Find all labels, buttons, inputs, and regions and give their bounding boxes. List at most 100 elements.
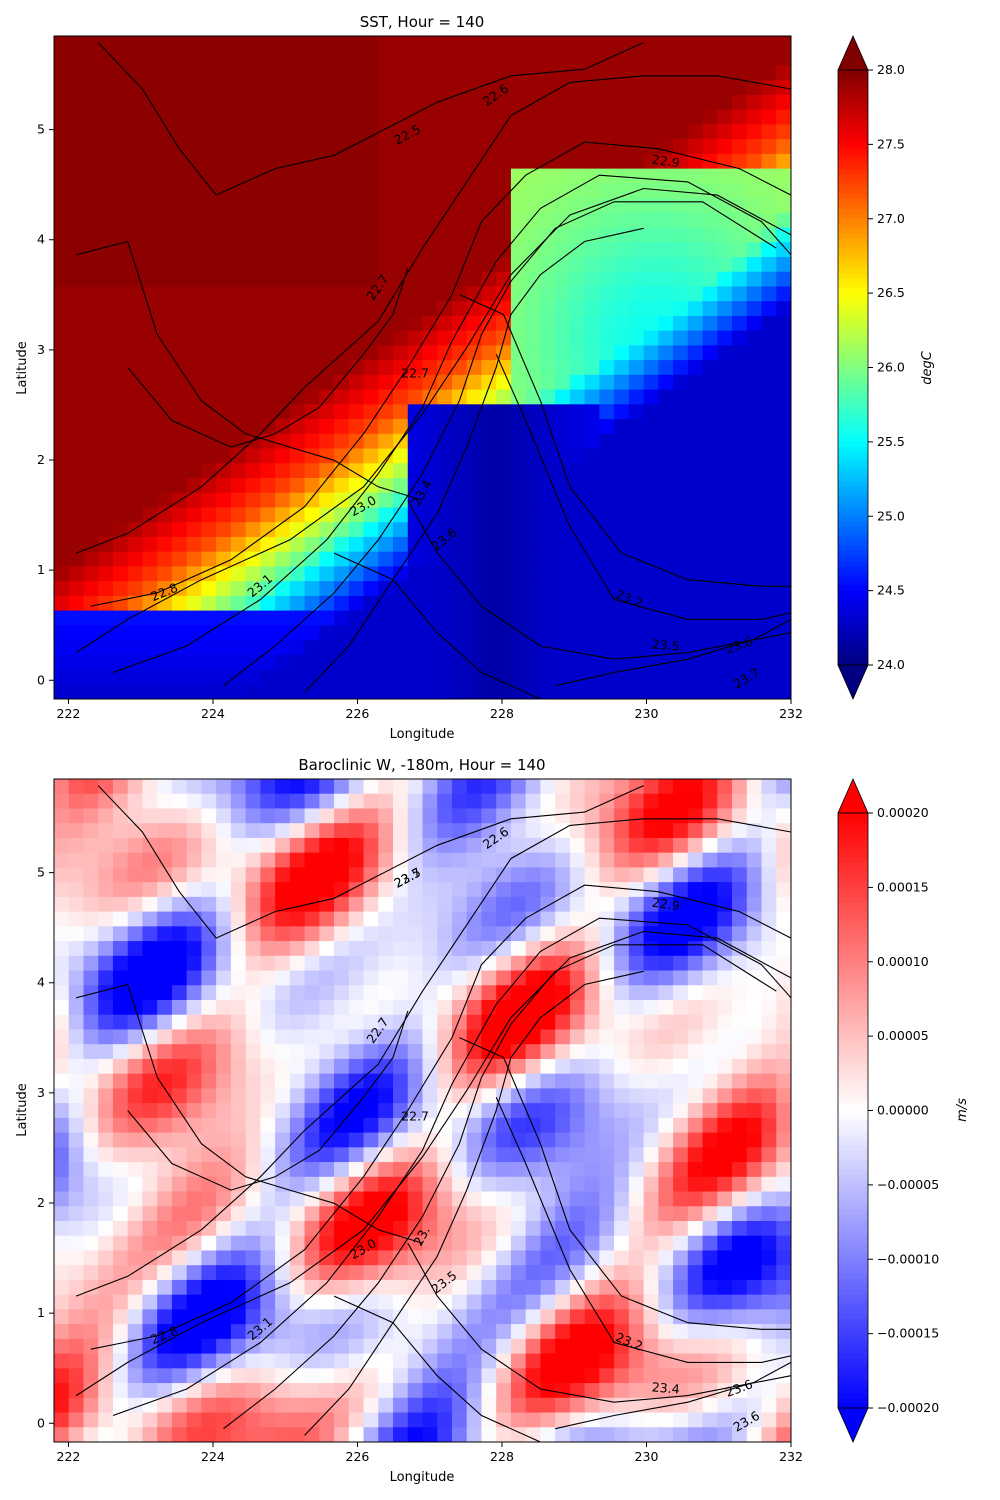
heat-cell [451,882,468,898]
heat-cell [171,1294,188,1310]
heat-cell [569,926,586,942]
heat-cell [186,153,202,170]
heat-cell [599,345,615,361]
heat-cell [216,183,232,199]
heat-cell [186,911,202,927]
heat-cell [614,478,630,494]
heat-cell [201,1162,217,1178]
heat-cell [481,404,497,420]
heat-cell [540,1088,556,1104]
heat-cell [466,80,483,96]
heat-cell [510,389,527,405]
heat-cell [363,1088,379,1104]
heat-cell [304,684,320,699]
heat-cell [687,65,704,81]
heat-cell [112,1147,129,1163]
heat-cell [201,330,217,346]
heat-cell [540,1014,556,1031]
colorbar-segment [838,119,868,126]
heat-cell [245,1412,261,1428]
heat-cell [216,448,232,464]
heat-cell [378,433,394,450]
heat-cell [628,463,645,479]
heat-cell [496,882,512,898]
heat-cell [437,595,453,612]
colorbar-segment [838,1174,868,1181]
heat-cell [186,610,202,626]
heat-cell [304,1162,320,1178]
colorbar-segment [838,1398,868,1404]
heat-cell [761,837,777,854]
heat-cell [510,80,527,96]
heat-cell [157,1014,173,1031]
heat-cell [171,419,188,435]
heat-cell [746,669,763,685]
heat-cell [761,1412,777,1428]
heat-cell [348,139,365,155]
heat-cell [83,793,99,810]
heat-cell [732,837,748,854]
heat-cell [245,1427,261,1442]
colorbar-segment [838,1343,868,1350]
heat-cell [83,198,99,214]
colorbar-segment [838,1110,868,1117]
heat-cell [230,669,247,685]
heat-cell [628,507,645,523]
heat-cell [776,595,791,612]
heat-cell [112,374,129,391]
heat-cell [334,168,350,184]
contour-line [75,187,791,654]
heat-cell [304,1206,320,1222]
heat-cell [643,793,659,810]
colorbar-segment [838,1224,868,1231]
heat-cell [201,1058,217,1075]
heat-cell [687,478,704,494]
heat-cell [510,896,527,913]
heat-cell [496,374,512,391]
heat-cell [275,36,291,52]
heat-cell [584,257,600,273]
heat-cell [614,1279,630,1296]
heat-cell [555,1029,571,1045]
heat-cell [481,684,497,699]
heat-cell [437,1309,453,1325]
heat-cell [201,507,217,523]
heat-cell [466,793,483,810]
heat-cell [702,911,718,927]
heat-cell [334,1338,350,1355]
heat-cell [378,654,394,671]
heat-cell [112,669,129,685]
colorbar-segment [838,1140,868,1146]
colorbar-segment [838,1031,868,1037]
heat-cell [83,985,99,1001]
colorbar-segment [838,822,868,829]
heat-cell [186,404,202,420]
heat-cell [186,345,202,361]
heat-cell [83,640,99,656]
heat-cell [732,566,748,582]
heat-cell [245,808,261,824]
heat-cell [481,595,497,612]
heat-cell [275,227,291,243]
heat-cell [260,1353,276,1369]
heat-cell [584,1383,600,1399]
heat-cell [157,1206,173,1222]
heat-cell [702,1294,718,1310]
heat-cell [407,1058,424,1075]
colorbar-segment [838,1070,868,1077]
heat-cell [628,654,645,671]
heat-cell [407,374,424,391]
heat-cell [216,1383,232,1399]
heat-cell [466,867,483,883]
heat-cell [68,595,85,612]
heat-cell [230,625,247,641]
heat-cell [83,1088,99,1104]
heat-cell [201,448,217,464]
heat-cell [275,507,291,523]
heat-cell [717,985,733,1001]
heat-cell [260,168,276,184]
heat-cell [334,837,350,854]
heat-cell [540,212,556,229]
heat-cell [466,1397,483,1414]
heat-cell [319,669,335,685]
